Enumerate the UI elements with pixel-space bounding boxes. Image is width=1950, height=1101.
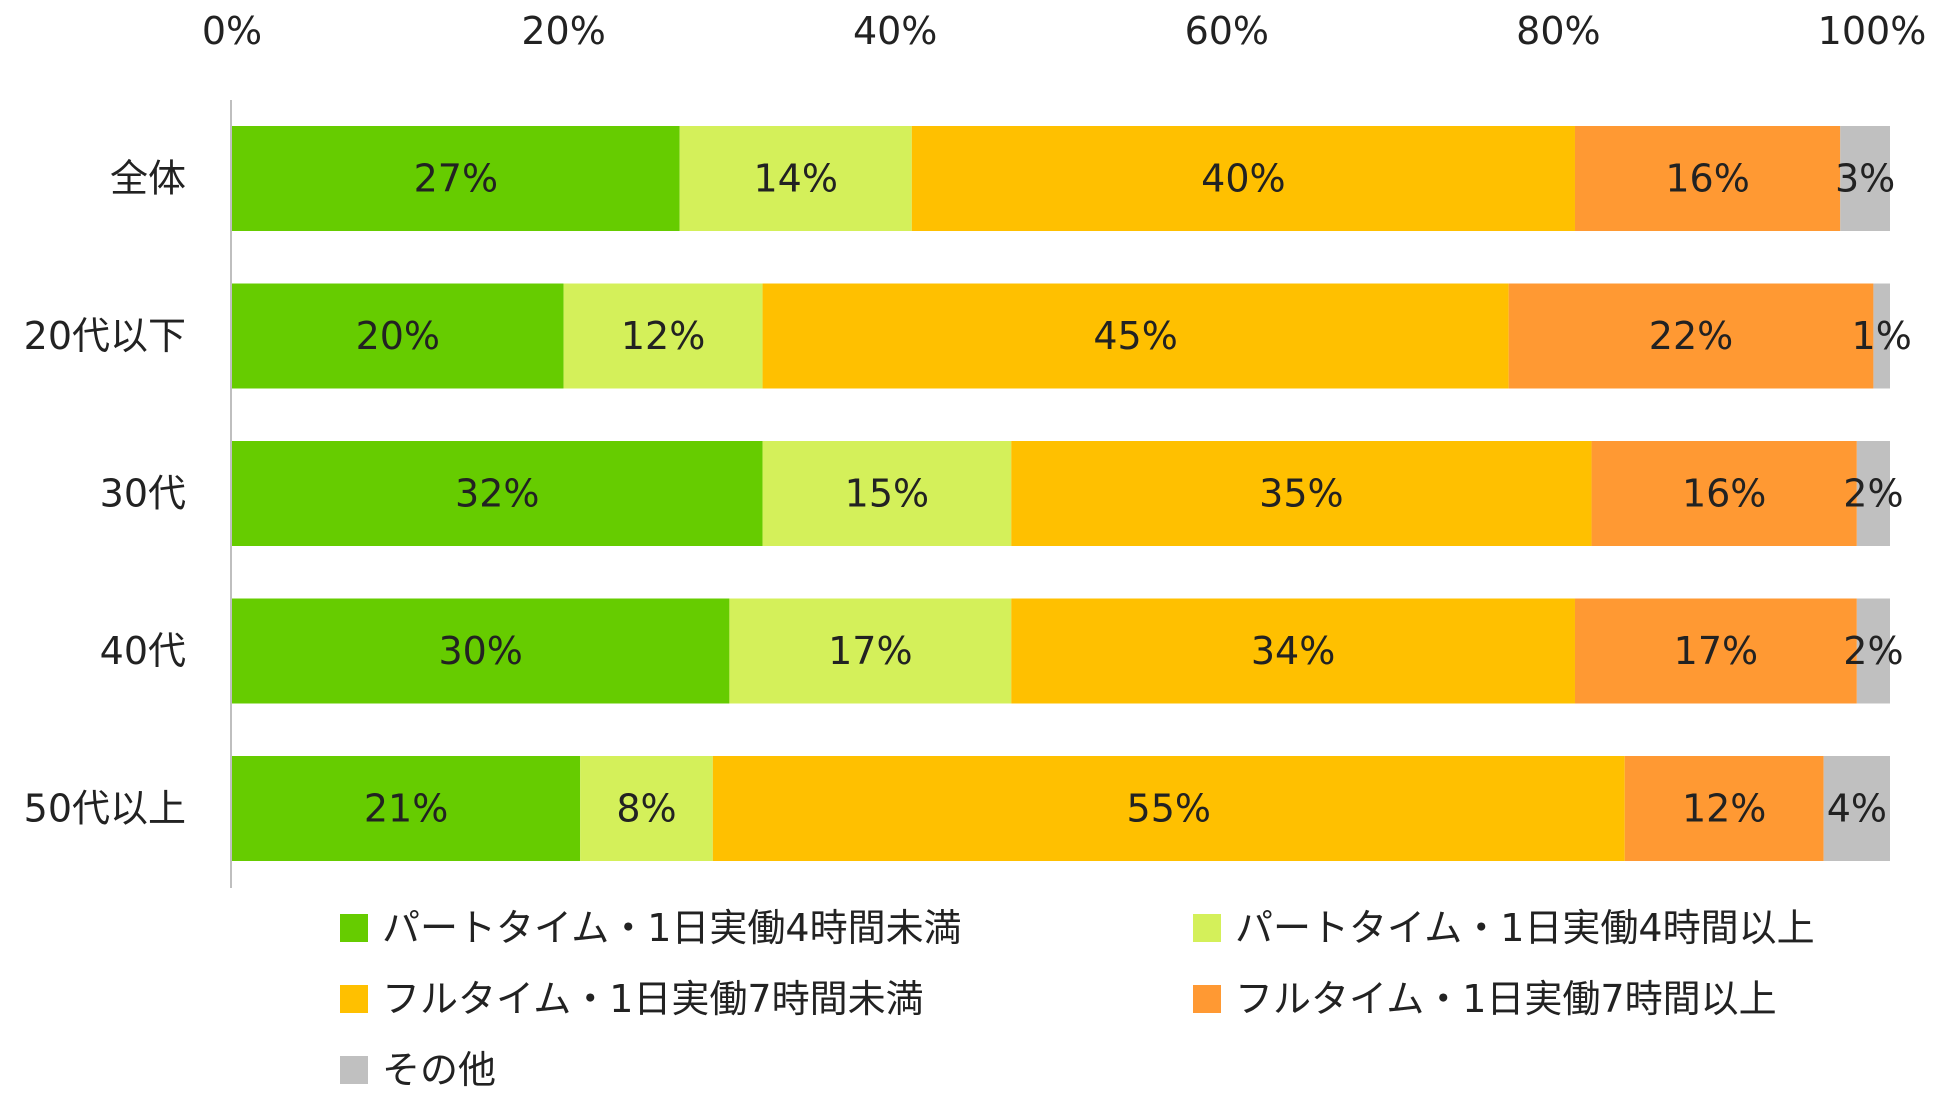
data-label: 1% — [1852, 314, 1912, 358]
bar-segment — [1856, 598, 1890, 704]
bar-segment — [1873, 283, 1890, 389]
category-label: 30代 — [100, 472, 186, 516]
data-label: 17% — [1674, 629, 1758, 673]
data-label: 32% — [455, 472, 539, 516]
bar-segment — [1011, 441, 1592, 546]
bar-segment — [1823, 756, 1890, 861]
bar-segment — [232, 441, 763, 546]
bar-segment — [232, 598, 730, 704]
data-label: 22% — [1649, 314, 1733, 358]
data-label: 27% — [414, 157, 498, 201]
bar-segment — [1840, 126, 1890, 231]
data-label: 2% — [1843, 629, 1903, 673]
bar-segment — [1574, 598, 1857, 704]
bar-segment — [1856, 441, 1890, 546]
category-label: 40代 — [100, 629, 186, 673]
legend-swatch — [340, 1056, 368, 1084]
data-label: 14% — [753, 157, 837, 201]
legend-swatch — [1193, 985, 1221, 1013]
bar-segment — [762, 283, 1509, 389]
bar-segment — [232, 756, 581, 861]
bar-segment — [712, 756, 1625, 861]
data-label: 16% — [1665, 157, 1749, 201]
legend-swatch — [1193, 914, 1221, 942]
data-label: 3% — [1835, 157, 1895, 201]
bar-segment — [1574, 126, 1841, 231]
legend-swatch — [340, 914, 368, 942]
data-label: 2% — [1843, 472, 1903, 516]
data-label: 34% — [1251, 629, 1335, 673]
data-label: 20% — [356, 314, 440, 358]
x-tick-label: 20% — [521, 9, 605, 53]
data-label: 8% — [616, 787, 676, 831]
category-label: 50代以上 — [24, 787, 186, 831]
data-label: 12% — [621, 314, 705, 358]
x-tick-label: 40% — [853, 9, 937, 53]
bar-segment — [1508, 283, 1874, 389]
bar-segment — [729, 598, 1012, 704]
legend-label: フルタイム・1日実働7時間未満 — [382, 977, 924, 1021]
legend-label: フルタイム・1日実働7時間以上 — [1235, 977, 1777, 1021]
x-tick-label: 0% — [202, 9, 262, 53]
category-label: 全体 — [110, 157, 186, 201]
legend-label: その他 — [382, 1048, 496, 1092]
legend-swatch — [340, 985, 368, 1013]
bar-segment — [679, 126, 912, 231]
data-label: 4% — [1827, 787, 1887, 831]
data-label: 12% — [1682, 787, 1766, 831]
x-tick-label: 100% — [1818, 9, 1927, 53]
bar-segment — [580, 756, 713, 861]
bar-segment — [232, 126, 680, 231]
data-label: 45% — [1093, 314, 1177, 358]
bar-segment — [762, 441, 1012, 546]
data-label: 15% — [845, 472, 929, 516]
data-label: 40% — [1201, 157, 1285, 201]
data-label: 16% — [1682, 472, 1766, 516]
bar-segment — [563, 283, 763, 389]
category-label: 20代以下 — [24, 314, 186, 358]
bar-segment — [232, 283, 564, 389]
legend-label: パートタイム・1日実働4時間未満 — [382, 906, 962, 950]
data-label: 17% — [828, 629, 912, 673]
legend-label: パートタイム・1日実働4時間以上 — [1235, 906, 1815, 950]
bar-segment — [1624, 756, 1824, 861]
data-label: 35% — [1259, 472, 1343, 516]
bar-segment — [1591, 441, 1857, 546]
x-tick-label: 80% — [1516, 9, 1600, 53]
bar-segment — [1011, 598, 1575, 704]
data-label: 21% — [364, 787, 448, 831]
x-tick-label: 60% — [1185, 9, 1269, 53]
bar-segment — [911, 126, 1575, 231]
data-label: 30% — [438, 629, 522, 673]
data-label: 55% — [1127, 787, 1211, 831]
